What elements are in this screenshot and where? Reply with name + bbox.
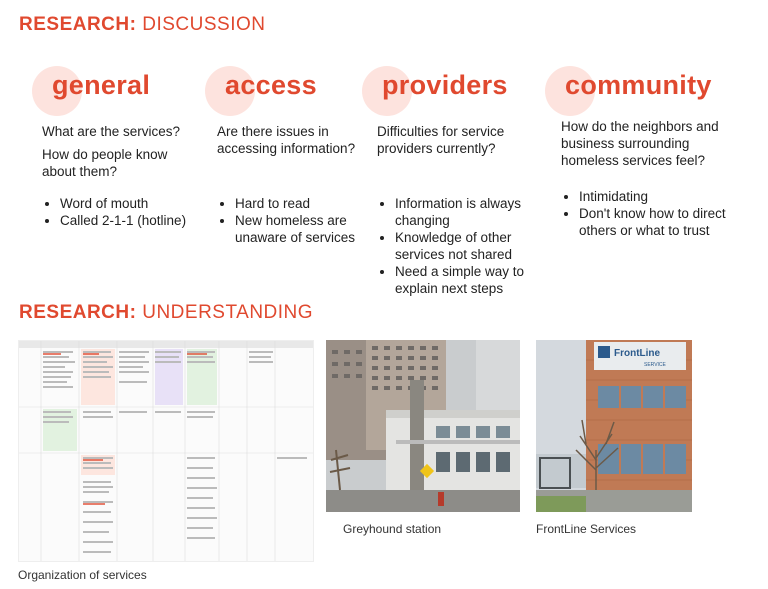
list-item: Hard to read bbox=[235, 195, 385, 212]
question: Are there issues in accessing informatio… bbox=[217, 124, 356, 156]
circle-bg bbox=[32, 66, 82, 116]
question: Difficulties for service providers curre… bbox=[377, 124, 505, 156]
bullet-list: Intimidating Don't know how to direct ot… bbox=[561, 188, 749, 239]
circle-bg bbox=[545, 66, 595, 116]
heading-understanding: RESEARCH: UNDERSTANDING bbox=[19, 302, 314, 323]
column-title: providers bbox=[382, 70, 508, 100]
frontline-logo-icon bbox=[598, 346, 610, 358]
frontline-photo-graphic: FrontLine SERVICE bbox=[536, 340, 692, 512]
column-title: community bbox=[565, 70, 712, 100]
spreadsheet-graphic bbox=[19, 341, 313, 561]
spreadsheet-image bbox=[18, 340, 314, 562]
caption-spreadsheet: Organization of services bbox=[18, 568, 147, 582]
column-title: general bbox=[52, 70, 151, 100]
list-item: Intimidating bbox=[579, 188, 749, 205]
bullet-list: Information is always changing Knowledge… bbox=[377, 195, 555, 297]
frontline-sign-text: FrontLine bbox=[614, 348, 661, 359]
bullet-list: Hard to read New homeless are unaware of… bbox=[217, 195, 385, 246]
list-item: Don't know how to direct others or what … bbox=[579, 205, 749, 239]
question: How do the neighbors and business surrou… bbox=[561, 119, 719, 168]
list-item: Information is always changing bbox=[395, 195, 555, 229]
greyhound-station-photo bbox=[326, 340, 520, 512]
column-title: access bbox=[225, 70, 317, 100]
caption-greyhound: Greyhound station bbox=[343, 522, 442, 536]
bullet-list: Word of mouth Called 2-1-1 (hotline) bbox=[42, 195, 225, 229]
question: How do people know about them? bbox=[42, 147, 168, 179]
list-item: Knowledge of other services not shared bbox=[395, 229, 555, 263]
list-item: New homeless are unaware of services bbox=[235, 212, 385, 246]
greyhound-photo-graphic bbox=[326, 340, 520, 512]
heading-discussion: RESEARCH: DISCUSSION bbox=[19, 14, 266, 35]
list-item: Need a simple way to explain next steps bbox=[395, 263, 555, 297]
circle-bg bbox=[362, 66, 412, 116]
caption-frontline: FrontLine Services bbox=[536, 522, 637, 536]
frontline-sign-subtext: SERVICE bbox=[644, 362, 667, 368]
frontline-services-photo: FrontLine SERVICE bbox=[536, 340, 692, 512]
list-item: Called 2-1-1 (hotline) bbox=[60, 212, 225, 229]
list-item: Word of mouth bbox=[60, 195, 225, 212]
circle-bg bbox=[205, 66, 255, 116]
question: What are the services? bbox=[42, 124, 181, 139]
